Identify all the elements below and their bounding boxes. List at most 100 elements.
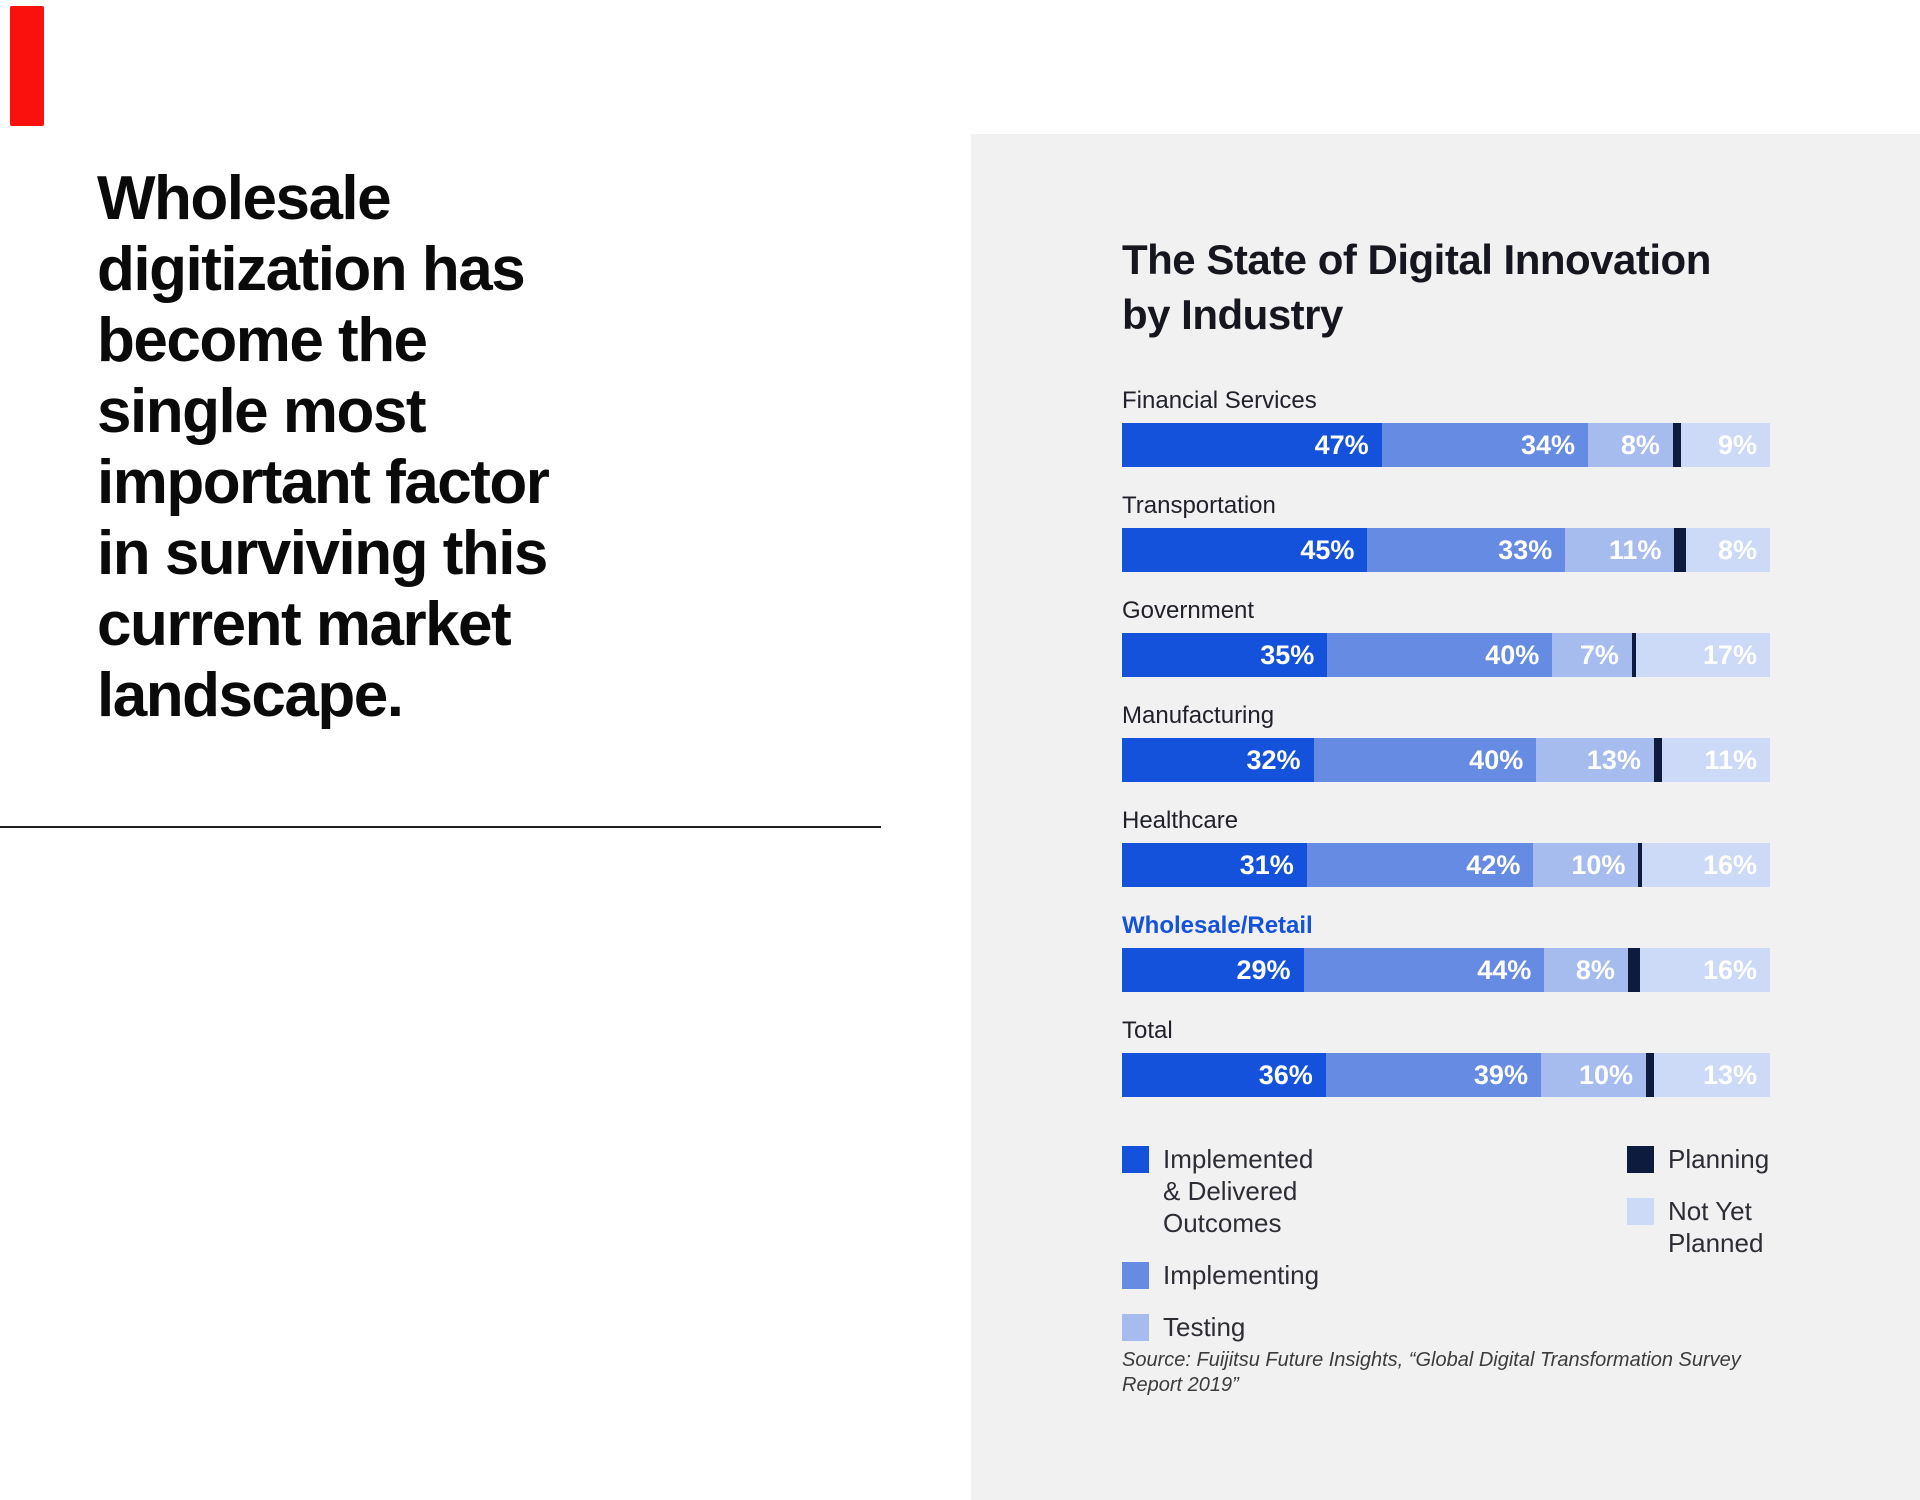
chart-row: Total 36% 39% 10% 13% bbox=[1122, 1016, 1770, 1097]
headline-line: current market bbox=[97, 590, 512, 659]
bar-segment: 45% bbox=[1122, 528, 1368, 572]
bar-segment: 8% bbox=[1544, 948, 1628, 992]
headline-line: become the bbox=[97, 306, 428, 375]
bar-segment: 10% bbox=[1540, 1053, 1646, 1097]
bar-segment: 34% bbox=[1381, 423, 1589, 467]
stacked-bar: 36% 39% 10% 13% bbox=[1122, 1053, 1770, 1097]
stacked-bar: 32% 40% 13% 11% bbox=[1122, 738, 1770, 782]
category-label: Financial Services bbox=[1122, 387, 1317, 414]
segment-value-label: 11% bbox=[1608, 534, 1662, 565]
segment-value-label: 11% bbox=[1704, 744, 1757, 775]
legend-swatch bbox=[1122, 1146, 1149, 1173]
bar-segment: 32% bbox=[1122, 738, 1314, 782]
legend-label: Planning bbox=[1668, 1144, 1770, 1174]
segment-value-label: 31% bbox=[1239, 849, 1294, 880]
bar-segment: 13% bbox=[1536, 738, 1654, 782]
bar-segment: 35% bbox=[1122, 633, 1328, 677]
category-label: Transportation bbox=[1122, 492, 1276, 519]
bar-segment bbox=[1638, 843, 1643, 887]
bar-segment: 7% bbox=[1552, 633, 1632, 677]
segment-value-label: 29% bbox=[1236, 954, 1291, 985]
segment-value-label: 10% bbox=[1571, 849, 1626, 880]
segment-value-label: 13% bbox=[1702, 1059, 1757, 1090]
legend-column-right: Planning Not Yet Planned bbox=[1627, 1144, 1828, 1282]
segment-value-label: 9% bbox=[1717, 429, 1757, 460]
legend-item: Implementing bbox=[1122, 1260, 1323, 1291]
bar-segment: 9% bbox=[1681, 423, 1770, 467]
source-line: Source: Fuijitsu Future Insights, “Globa… bbox=[1122, 1349, 1741, 1371]
bar-segment bbox=[1653, 738, 1662, 782]
category-label: Total bbox=[1122, 1017, 1173, 1044]
bar-segment: 8% bbox=[1588, 423, 1673, 467]
legend-label: Testing bbox=[1163, 1312, 1246, 1342]
bar-segment: 40% bbox=[1327, 633, 1553, 677]
page-headline: Wholesale digitization has become the si… bbox=[97, 163, 857, 731]
segment-value-label: 39% bbox=[1473, 1059, 1528, 1090]
stacked-bar: 29% 44% 8% 16% bbox=[1122, 948, 1770, 992]
segment-value-label: 44% bbox=[1477, 954, 1532, 985]
bar-segment: 11% bbox=[1565, 528, 1675, 572]
legend-label: Implementing bbox=[1163, 1260, 1320, 1290]
segment-value-label: 40% bbox=[1469, 744, 1524, 775]
segment-value-label: 16% bbox=[1702, 849, 1757, 880]
bar-segment: 16% bbox=[1642, 843, 1770, 887]
segment-value-label: 13% bbox=[1586, 744, 1641, 775]
category-label: Government bbox=[1122, 597, 1255, 624]
headline-line: digitization has bbox=[97, 235, 526, 304]
chart-panel: The State of Digital Innovation by Indus… bbox=[971, 134, 1920, 1500]
red-accent-bar bbox=[10, 6, 44, 126]
chart-row: Financial Services 47% 34% 8% 9% bbox=[1122, 386, 1770, 467]
segment-value-label: 47% bbox=[1314, 429, 1369, 460]
bar-segment: 10% bbox=[1533, 843, 1639, 887]
bar-segment: 40% bbox=[1313, 738, 1537, 782]
segment-value-label: 8% bbox=[1717, 534, 1757, 565]
legend-item: Implemented & Delivered Outcomes bbox=[1122, 1144, 1323, 1239]
bar-segment: 31% bbox=[1122, 843, 1307, 887]
chart-row: Wholesale/Retail 29% 44% 8% 16% bbox=[1122, 911, 1770, 992]
bar-segment: 13% bbox=[1653, 1053, 1770, 1097]
segment-value-label: 45% bbox=[1300, 534, 1355, 565]
bar-chart: Financial Services 47% 34% 8% 9% Transportati… bbox=[1122, 386, 1771, 1121]
chart-title: The State of Digital Innovation by Indus… bbox=[1122, 232, 1711, 342]
chart-row: Government 35% 40% 7% 17% bbox=[1122, 596, 1771, 677]
bar-segment: 44% bbox=[1303, 948, 1545, 992]
segment-value-label: 8% bbox=[1620, 429, 1660, 460]
legend-swatch bbox=[1122, 1262, 1149, 1289]
chart-row: Manufacturing 32% 40% 13% 11% bbox=[1122, 701, 1770, 782]
legend-label: Not Yet Planned bbox=[1668, 1196, 1764, 1258]
bar-segment: 11% bbox=[1661, 738, 1770, 782]
headline-line: landscape. bbox=[97, 661, 404, 730]
bar-segment: 39% bbox=[1325, 1053, 1541, 1097]
segment-value-label: 36% bbox=[1258, 1059, 1313, 1090]
bar-segment bbox=[1674, 528, 1687, 572]
segment-value-label: 16% bbox=[1702, 954, 1757, 985]
segment-value-label: 40% bbox=[1485, 639, 1540, 670]
headline-line: in surviving this bbox=[97, 519, 548, 588]
source-note: Source: Fuijitsu Future Insights, “Globa… bbox=[1122, 1348, 1741, 1398]
chart-row: Transportation 45% 33% 11% 8% bbox=[1122, 491, 1770, 572]
legend-item: Testing bbox=[1122, 1312, 1323, 1343]
chart-title-line: The State of Digital Innovation bbox=[1122, 236, 1711, 283]
legend-item: Planning bbox=[1627, 1144, 1828, 1175]
stacked-bar: 35% 40% 7% 17% bbox=[1122, 633, 1771, 677]
chart-title-line: by Industry bbox=[1122, 291, 1343, 338]
bar-segment: 29% bbox=[1122, 948, 1304, 992]
bar-segment bbox=[1672, 423, 1682, 467]
segment-value-label: 8% bbox=[1575, 954, 1615, 985]
headline-line: single most bbox=[97, 377, 427, 446]
segment-value-label: 17% bbox=[1702, 639, 1758, 670]
bar-segment: 16% bbox=[1639, 948, 1770, 992]
bar-segment: 42% bbox=[1306, 843, 1534, 887]
segment-value-label: 42% bbox=[1466, 849, 1521, 880]
segment-value-label: 7% bbox=[1579, 639, 1619, 670]
legend-label: Implemented & Delivered Outcomes bbox=[1163, 1144, 1314, 1238]
bar-segment bbox=[1627, 948, 1640, 992]
source-line: Report 2019” bbox=[1122, 1374, 1239, 1396]
stacked-bar: 31% 42% 10% 16% bbox=[1122, 843, 1770, 887]
legend-swatch bbox=[1627, 1146, 1654, 1173]
bar-segment: 17% bbox=[1635, 633, 1771, 677]
bar-segment bbox=[1645, 1053, 1654, 1097]
bar-segment: 36% bbox=[1122, 1053, 1326, 1097]
horizontal-divider bbox=[0, 826, 881, 828]
category-label: Manufacturing bbox=[1122, 702, 1275, 729]
